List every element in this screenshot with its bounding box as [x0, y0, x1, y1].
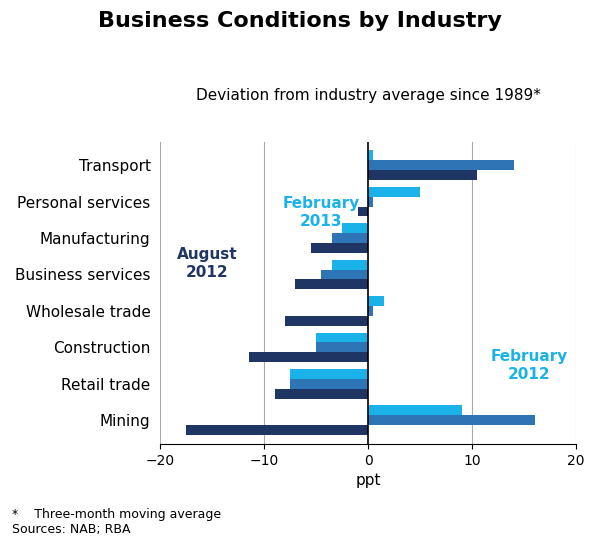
- Bar: [285, 316, 368, 326]
- Bar: [368, 187, 420, 197]
- Bar: [368, 415, 535, 425]
- Text: February
2012: February 2012: [491, 349, 568, 382]
- Bar: [295, 279, 368, 289]
- Bar: [322, 269, 368, 279]
- Bar: [342, 223, 368, 233]
- Bar: [248, 352, 368, 362]
- Bar: [332, 233, 368, 243]
- Bar: [186, 425, 368, 435]
- Bar: [368, 160, 514, 170]
- Bar: [311, 243, 368, 253]
- Bar: [368, 170, 478, 180]
- Bar: [368, 150, 373, 160]
- Text: February
2013: February 2013: [283, 196, 360, 229]
- Bar: [368, 306, 373, 316]
- Bar: [290, 379, 368, 388]
- Text: *    Three-month moving average
Sources: NAB; RBA: * Three-month moving average Sources: NA…: [12, 507, 221, 536]
- Text: August
2012: August 2012: [177, 247, 238, 280]
- X-axis label: ppt: ppt: [355, 473, 381, 488]
- Bar: [332, 260, 368, 269]
- Text: Business Conditions by Industry: Business Conditions by Industry: [98, 11, 502, 31]
- Bar: [316, 342, 368, 352]
- Title: Deviation from industry average since 1989*: Deviation from industry average since 19…: [196, 88, 541, 103]
- Bar: [368, 405, 462, 415]
- Bar: [275, 388, 368, 399]
- Bar: [368, 197, 373, 207]
- Bar: [358, 207, 368, 216]
- Bar: [368, 296, 384, 306]
- Bar: [316, 333, 368, 342]
- Bar: [290, 369, 368, 379]
